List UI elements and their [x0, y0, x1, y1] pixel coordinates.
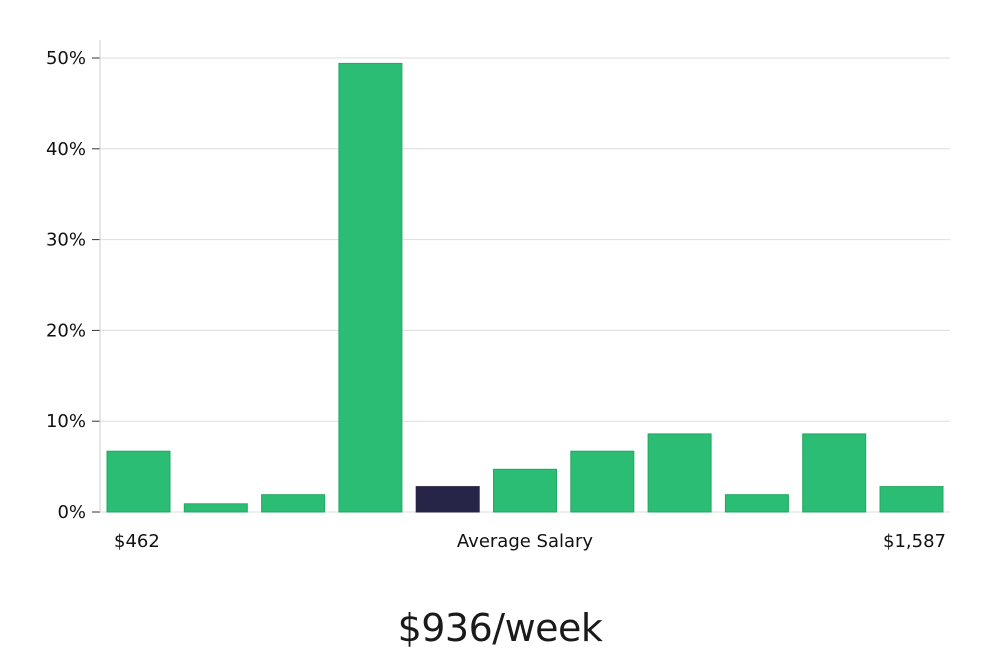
bar — [647, 433, 712, 513]
bar — [879, 486, 944, 513]
y-axis-ticks: 0% 10% 20% 30% 40% 50% — [46, 48, 100, 523]
bar — [338, 62, 403, 513]
bar — [493, 468, 557, 513]
x-max-label: $1,587 — [883, 531, 946, 552]
salary-histogram: 0% 10% 20% 30% 40% 50% $462 Average Salary $1… — [46, 40, 950, 552]
y-tick-label: 20% — [46, 320, 86, 341]
y-tick-label: 30% — [46, 230, 86, 251]
bar — [570, 450, 635, 513]
x-center-label: Average Salary — [457, 531, 594, 552]
bar — [261, 494, 326, 513]
bar — [106, 450, 171, 513]
y-tick-label: 0% — [57, 502, 86, 523]
x-min-label: $462 — [114, 531, 160, 552]
bar — [724, 494, 789, 513]
average-salary-headline: $936/week — [397, 606, 603, 650]
y-tick-label: 10% — [46, 411, 86, 432]
bar — [183, 503, 248, 513]
bar — [802, 433, 867, 513]
y-tick-label: 50% — [46, 48, 86, 69]
y-tick-label: 40% — [46, 139, 86, 160]
bar-average-salary — [415, 486, 480, 513]
bars — [106, 62, 944, 513]
